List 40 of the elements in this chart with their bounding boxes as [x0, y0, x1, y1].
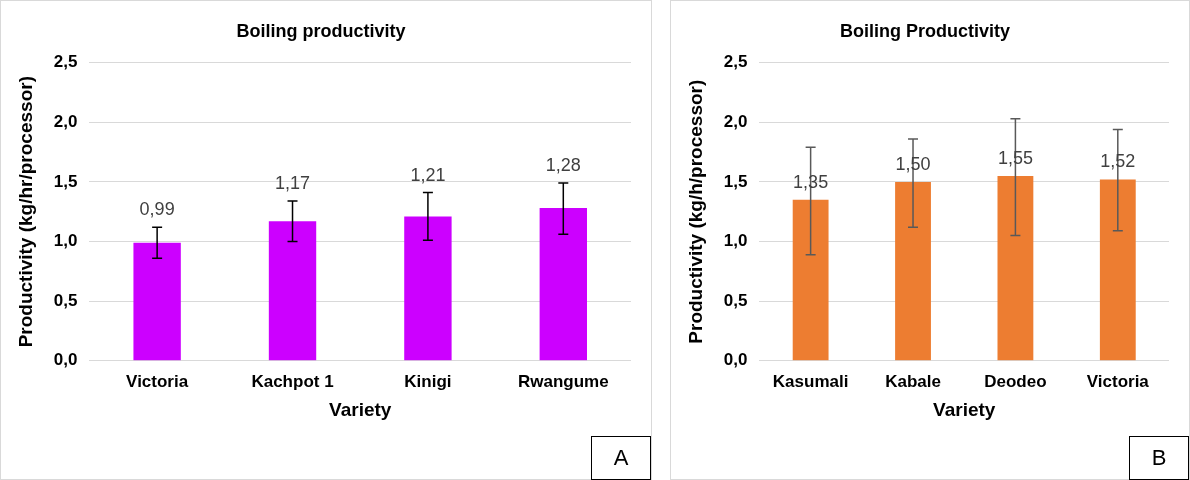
x-tick-label: Victoria: [126, 371, 189, 391]
x-axis-title: Variety: [933, 398, 996, 420]
text: B: [1129, 436, 1189, 480]
y-axis-title: Productivity (kg/h/processor): [684, 79, 706, 344]
x-tick-label: Kachpot 1: [251, 371, 334, 391]
data-label: 1,21: [410, 164, 446, 185]
y-tick-label: 2,5: [53, 52, 78, 72]
bar: [1099, 179, 1136, 361]
x-tick-label: Kasumali: [772, 371, 849, 391]
data-label: 1,17: [275, 172, 311, 193]
y-tick-label: 2,5: [723, 52, 748, 72]
y-tick-label: 0,0: [53, 350, 78, 370]
y-tick-label: 2,0: [53, 111, 78, 131]
bar: [792, 199, 829, 361]
y-tick-label: 1,5: [53, 171, 78, 191]
y-tick-label: 0,0: [723, 350, 748, 370]
chart-title: Boiling Productivity: [839, 20, 1011, 41]
x-tick-label: Kinigi: [404, 371, 452, 391]
x-tick-label: Victoria: [1086, 371, 1150, 391]
x-axis-title: Variety: [329, 398, 392, 420]
bar: [539, 208, 587, 361]
y-tick-label: 1,0: [723, 231, 748, 251]
x-tick-label: Kabale: [885, 371, 941, 391]
y-tick-label: 0,5: [53, 290, 78, 310]
text: A: [591, 436, 651, 480]
y-tick-label: 1,5: [723, 171, 748, 191]
bar: [895, 181, 931, 361]
bar: [133, 242, 181, 361]
bar: [997, 175, 1034, 361]
x-tick-label: Deodeo: [984, 371, 1047, 391]
chart-title: Boiling productivity: [236, 20, 406, 41]
y-tick-label: 2,0: [723, 111, 748, 131]
bar: [268, 221, 317, 361]
data-label: 1,28: [545, 155, 581, 176]
y-tick-label: 0,5: [723, 290, 748, 310]
data-label: 0,99: [139, 199, 175, 220]
y-tick-label: 1,0: [53, 231, 78, 251]
y-axis-title: Productivity (kg/hr/processor): [14, 76, 36, 348]
x-tick-label: Rwangume: [517, 371, 609, 391]
bar: [404, 216, 452, 361]
